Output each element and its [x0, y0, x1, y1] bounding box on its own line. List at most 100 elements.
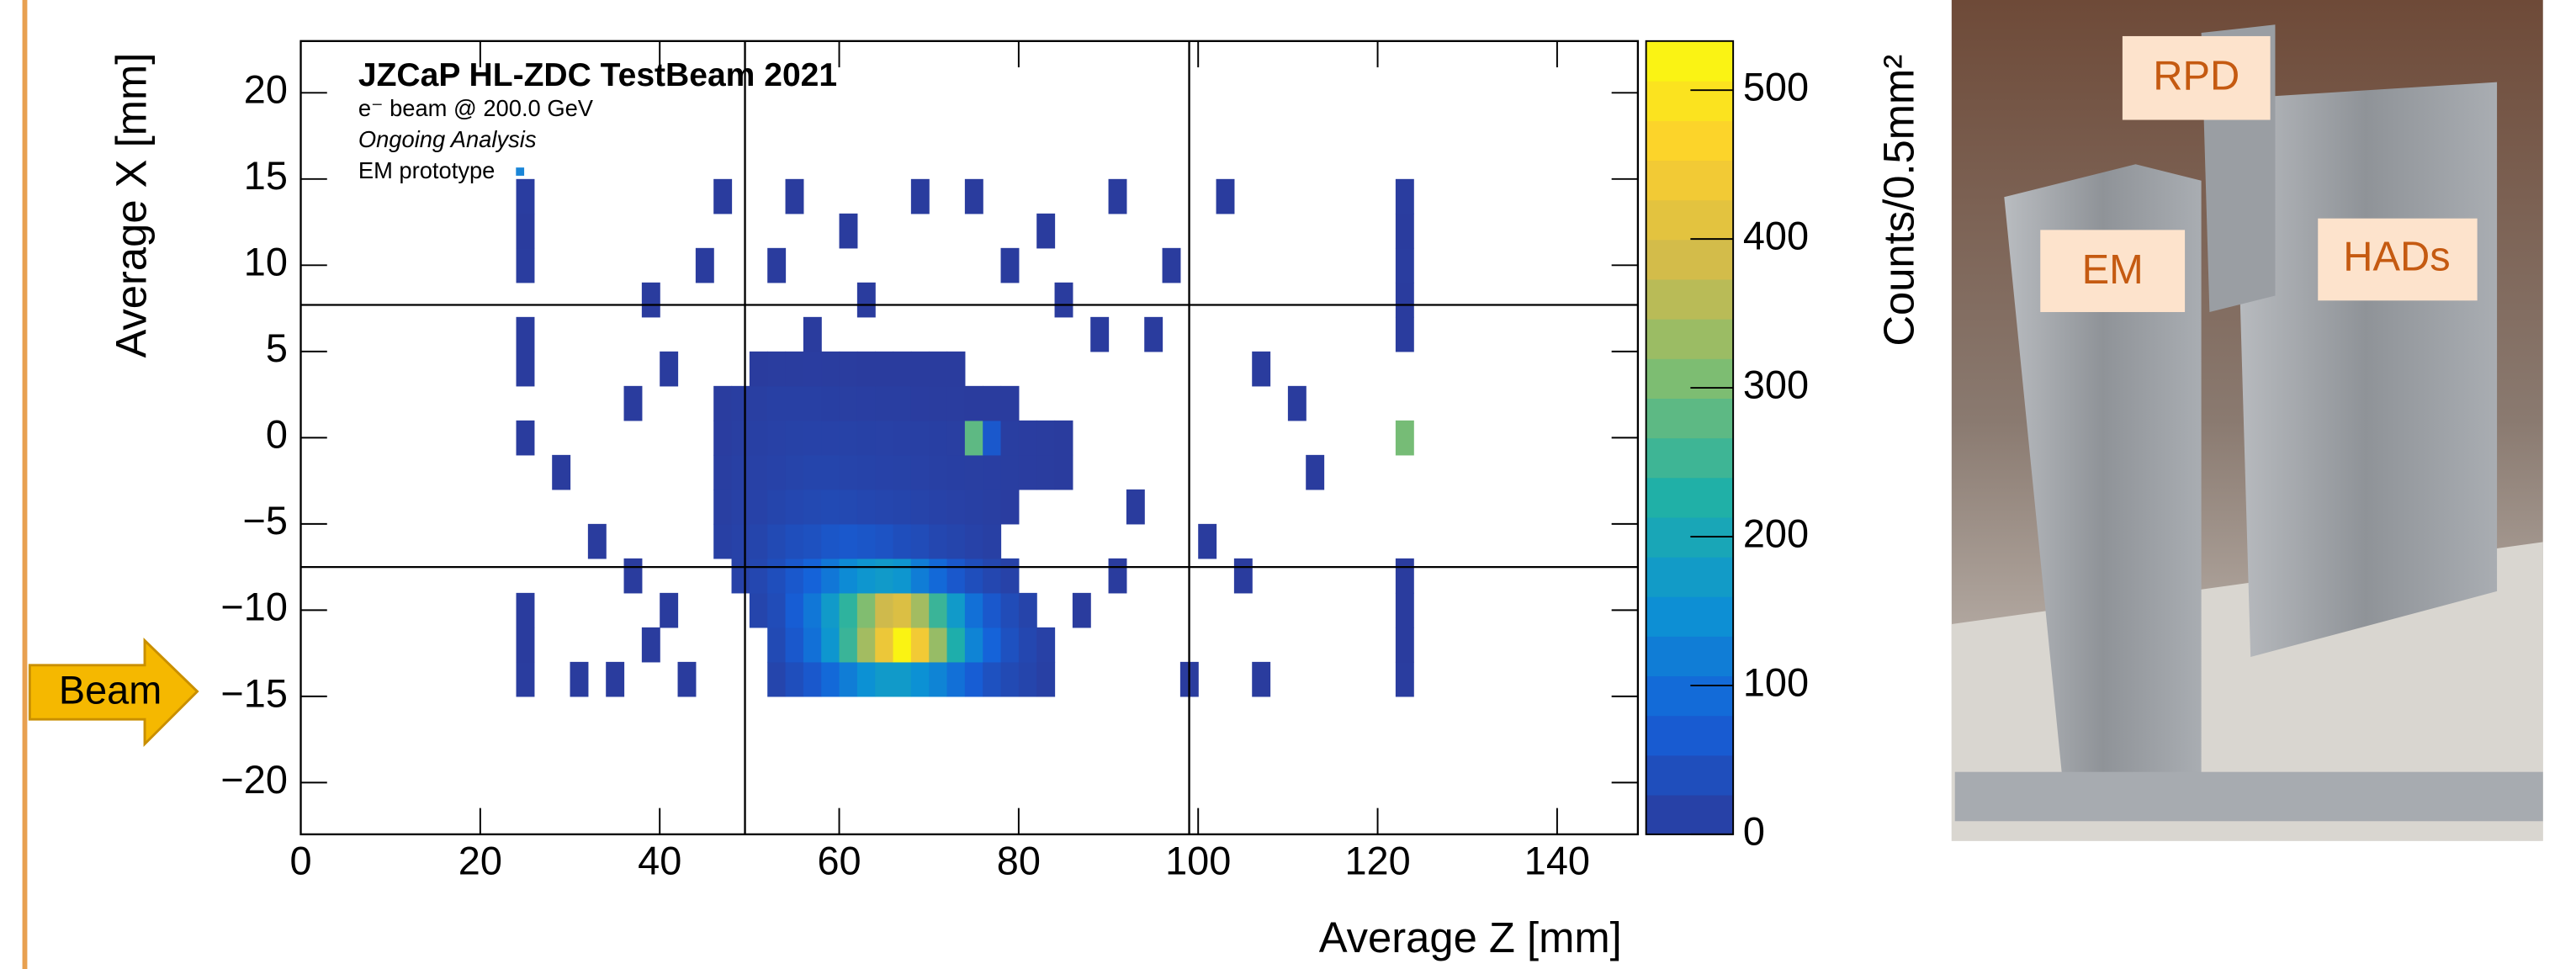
plot-frame [299, 40, 1640, 836]
cell [929, 592, 948, 628]
cell [1036, 661, 1056, 697]
x-tick-label: 120 [1344, 839, 1410, 882]
beam-label: Beam [59, 668, 162, 712]
cell [1054, 454, 1073, 490]
cell [893, 351, 912, 387]
heatmap [516, 178, 1414, 697]
cell [893, 592, 912, 628]
cell [893, 489, 912, 525]
cell [856, 454, 876, 490]
cell [821, 385, 840, 421]
cell [1000, 420, 1020, 456]
cell [623, 385, 643, 421]
cell [1036, 454, 1056, 490]
cell [983, 627, 1002, 663]
x-tick-label: 80 [997, 839, 1041, 882]
y-axis-label: Average X [mm] [108, 53, 156, 358]
cell [623, 558, 643, 594]
colorbar-band [1646, 794, 1734, 835]
colorbar-band [1646, 715, 1734, 756]
rail [1954, 771, 2543, 822]
cell [1395, 558, 1414, 594]
cell [983, 558, 1002, 594]
cell [856, 523, 876, 559]
cell [731, 558, 750, 594]
cell [767, 523, 787, 559]
cell [1018, 454, 1037, 490]
cell [767, 489, 787, 525]
cell [839, 592, 858, 628]
cell [983, 454, 1002, 490]
cell [964, 661, 983, 697]
x-tick-label: 20 [458, 839, 502, 882]
cell [516, 178, 535, 214]
cell [713, 385, 733, 421]
cell [839, 661, 858, 697]
cell [821, 454, 840, 490]
cell [1108, 558, 1127, 594]
cell [731, 489, 750, 525]
cell [1287, 385, 1307, 421]
cell [767, 592, 787, 628]
cell [677, 661, 697, 697]
cell [570, 661, 589, 697]
cell [964, 385, 983, 421]
cell [1252, 351, 1271, 387]
cell [516, 661, 535, 697]
cell [875, 661, 894, 697]
cell [803, 454, 822, 490]
cell [731, 420, 750, 456]
cell [749, 523, 768, 559]
axes: 0 20 40 60 80 100 120 140 −20 −15 −10 −5 0 5 10 15 20 [220, 40, 1638, 882]
cell [893, 661, 912, 697]
cell [767, 627, 787, 663]
cell [821, 523, 840, 559]
cell [856, 351, 876, 387]
cell [983, 489, 1002, 525]
cell [910, 558, 930, 594]
cell [803, 316, 822, 352]
cell [839, 351, 858, 387]
cell [785, 661, 804, 697]
cell [910, 523, 930, 559]
colorbar-band [1646, 40, 1734, 82]
cell [1395, 282, 1414, 318]
cell [910, 627, 930, 663]
cell [929, 454, 948, 490]
cell [767, 247, 787, 283]
cell [821, 558, 840, 594]
y-tick-label: −10 [220, 585, 288, 629]
colorbar-band [1646, 278, 1734, 320]
cell [1000, 385, 1020, 421]
cell [1395, 627, 1414, 663]
cell [1000, 661, 1020, 697]
chart-title: JZCaP HL-ZDC TestBeam 2021 [358, 57, 837, 93]
cell [946, 558, 966, 594]
colorbar-band [1646, 477, 1734, 518]
beam-arrow [28, 638, 199, 748]
subtitle: e⁻ beam @ 200.0 GeV [358, 95, 594, 121]
cell [964, 420, 983, 456]
cell [875, 489, 894, 525]
legend-label: EM prototype [358, 157, 496, 183]
cell [1306, 454, 1325, 490]
x-tick-label: 0 [289, 839, 311, 882]
cell [946, 420, 966, 456]
colorbar-band [1646, 437, 1734, 479]
cell [929, 351, 948, 387]
cell [946, 454, 966, 490]
cell [749, 558, 768, 594]
cell [1216, 178, 1235, 214]
colorbar-band [1646, 556, 1734, 597]
cell [767, 558, 787, 594]
x-tick-label: 100 [1165, 839, 1231, 882]
cell [1000, 247, 1020, 283]
cell [983, 592, 1002, 628]
cell [587, 523, 607, 559]
cell [983, 523, 1002, 559]
cell [893, 523, 912, 559]
cell [910, 592, 930, 628]
cell [910, 351, 930, 387]
x-tick-label: 60 [817, 839, 861, 882]
cell [803, 420, 822, 456]
